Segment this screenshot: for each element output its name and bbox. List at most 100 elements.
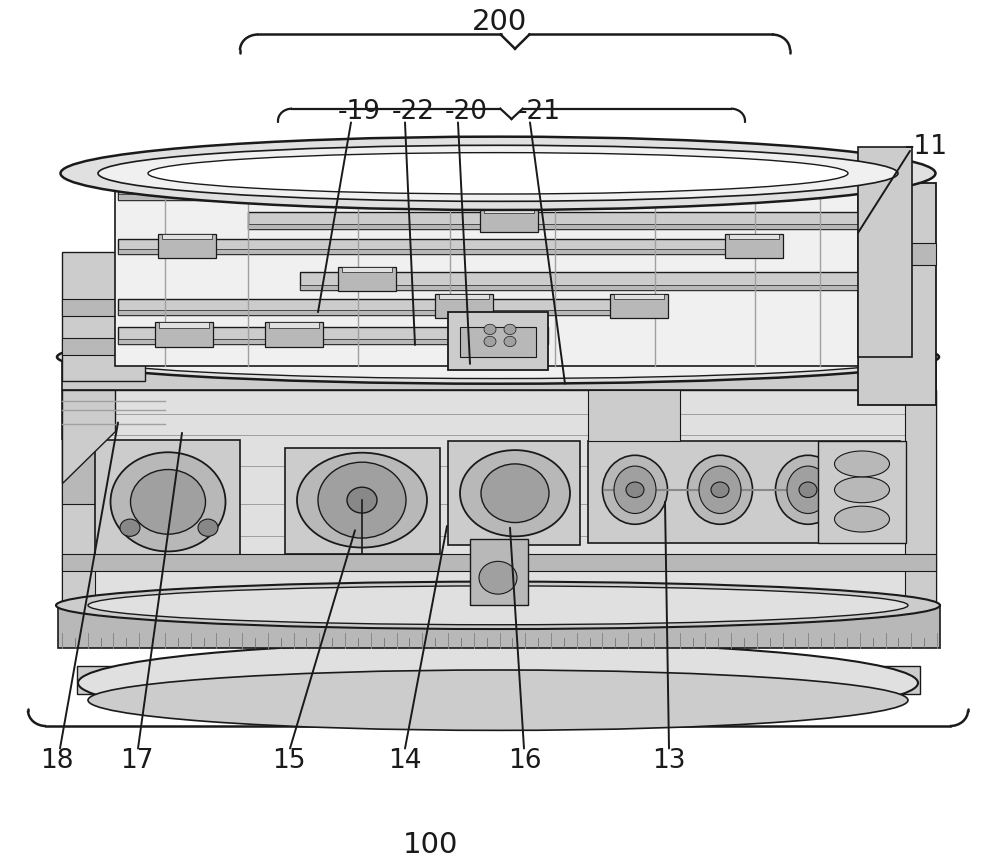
Circle shape	[504, 337, 516, 347]
Polygon shape	[118, 186, 720, 199]
Ellipse shape	[836, 456, 900, 524]
Polygon shape	[269, 323, 319, 328]
Polygon shape	[62, 338, 145, 356]
Circle shape	[484, 337, 496, 347]
Polygon shape	[729, 234, 779, 239]
Polygon shape	[158, 234, 216, 258]
Polygon shape	[614, 294, 664, 299]
Circle shape	[484, 324, 496, 335]
Ellipse shape	[799, 482, 817, 498]
Ellipse shape	[56, 582, 940, 629]
Ellipse shape	[847, 466, 889, 513]
Polygon shape	[62, 440, 95, 505]
Polygon shape	[858, 148, 912, 357]
Polygon shape	[62, 553, 936, 570]
Ellipse shape	[776, 456, 840, 524]
Polygon shape	[484, 208, 534, 213]
Text: 200: 200	[472, 8, 528, 35]
Polygon shape	[62, 390, 115, 483]
Ellipse shape	[859, 482, 877, 498]
Polygon shape	[118, 339, 548, 344]
Ellipse shape	[614, 466, 656, 513]
Ellipse shape	[83, 336, 913, 379]
Text: 100: 100	[402, 831, 458, 859]
Polygon shape	[62, 299, 145, 317]
Polygon shape	[905, 390, 936, 605]
Ellipse shape	[88, 670, 908, 730]
Polygon shape	[818, 442, 906, 543]
Polygon shape	[470, 539, 528, 605]
Polygon shape	[77, 665, 920, 694]
Polygon shape	[248, 224, 858, 230]
Polygon shape	[58, 605, 940, 648]
Ellipse shape	[688, 456, 753, 524]
Polygon shape	[435, 294, 493, 318]
Polygon shape	[610, 294, 668, 318]
Text: -21: -21	[518, 99, 561, 125]
Ellipse shape	[479, 561, 517, 594]
Ellipse shape	[98, 145, 898, 201]
Ellipse shape	[834, 451, 890, 477]
Ellipse shape	[110, 452, 226, 551]
Ellipse shape	[699, 466, 741, 513]
Polygon shape	[118, 239, 740, 255]
Ellipse shape	[602, 456, 668, 524]
Polygon shape	[62, 390, 112, 440]
Polygon shape	[62, 252, 145, 381]
Ellipse shape	[626, 482, 644, 498]
Ellipse shape	[318, 463, 406, 538]
Ellipse shape	[57, 331, 939, 384]
Polygon shape	[62, 390, 936, 605]
Polygon shape	[248, 212, 858, 230]
Text: -22: -22	[392, 99, 435, 125]
Circle shape	[504, 324, 516, 335]
Polygon shape	[439, 294, 489, 299]
Polygon shape	[62, 390, 95, 605]
Ellipse shape	[834, 507, 890, 532]
Polygon shape	[588, 390, 680, 442]
Ellipse shape	[88, 586, 908, 625]
Text: 17: 17	[120, 747, 154, 773]
Polygon shape	[338, 268, 396, 292]
Ellipse shape	[711, 482, 729, 498]
Polygon shape	[95, 440, 240, 564]
Ellipse shape	[347, 488, 377, 513]
Polygon shape	[342, 268, 392, 273]
Polygon shape	[118, 327, 548, 344]
Ellipse shape	[787, 466, 829, 513]
Polygon shape	[858, 243, 936, 265]
Polygon shape	[155, 323, 213, 347]
Text: 15: 15	[272, 747, 306, 773]
Polygon shape	[725, 234, 783, 258]
Polygon shape	[115, 163, 858, 366]
Ellipse shape	[130, 469, 206, 534]
Polygon shape	[118, 249, 740, 255]
Polygon shape	[118, 194, 720, 199]
Ellipse shape	[120, 520, 140, 536]
Polygon shape	[62, 357, 936, 390]
Ellipse shape	[481, 464, 549, 523]
Polygon shape	[588, 442, 900, 543]
Polygon shape	[448, 312, 548, 370]
Text: 13: 13	[652, 747, 686, 773]
Text: 16: 16	[508, 747, 542, 773]
Polygon shape	[118, 310, 650, 315]
Ellipse shape	[60, 136, 936, 210]
Ellipse shape	[78, 642, 918, 724]
Polygon shape	[162, 234, 212, 239]
Polygon shape	[460, 327, 536, 357]
Polygon shape	[300, 285, 858, 290]
Polygon shape	[265, 323, 323, 347]
Polygon shape	[480, 208, 538, 232]
Polygon shape	[858, 183, 936, 406]
Polygon shape	[285, 449, 440, 553]
Text: 18: 18	[40, 747, 74, 773]
Text: -19: -19	[338, 99, 381, 125]
Ellipse shape	[198, 520, 218, 536]
Text: 14: 14	[388, 747, 422, 773]
Polygon shape	[118, 299, 650, 315]
Ellipse shape	[460, 450, 570, 536]
Polygon shape	[300, 273, 858, 290]
Ellipse shape	[148, 153, 848, 194]
Polygon shape	[159, 323, 209, 328]
